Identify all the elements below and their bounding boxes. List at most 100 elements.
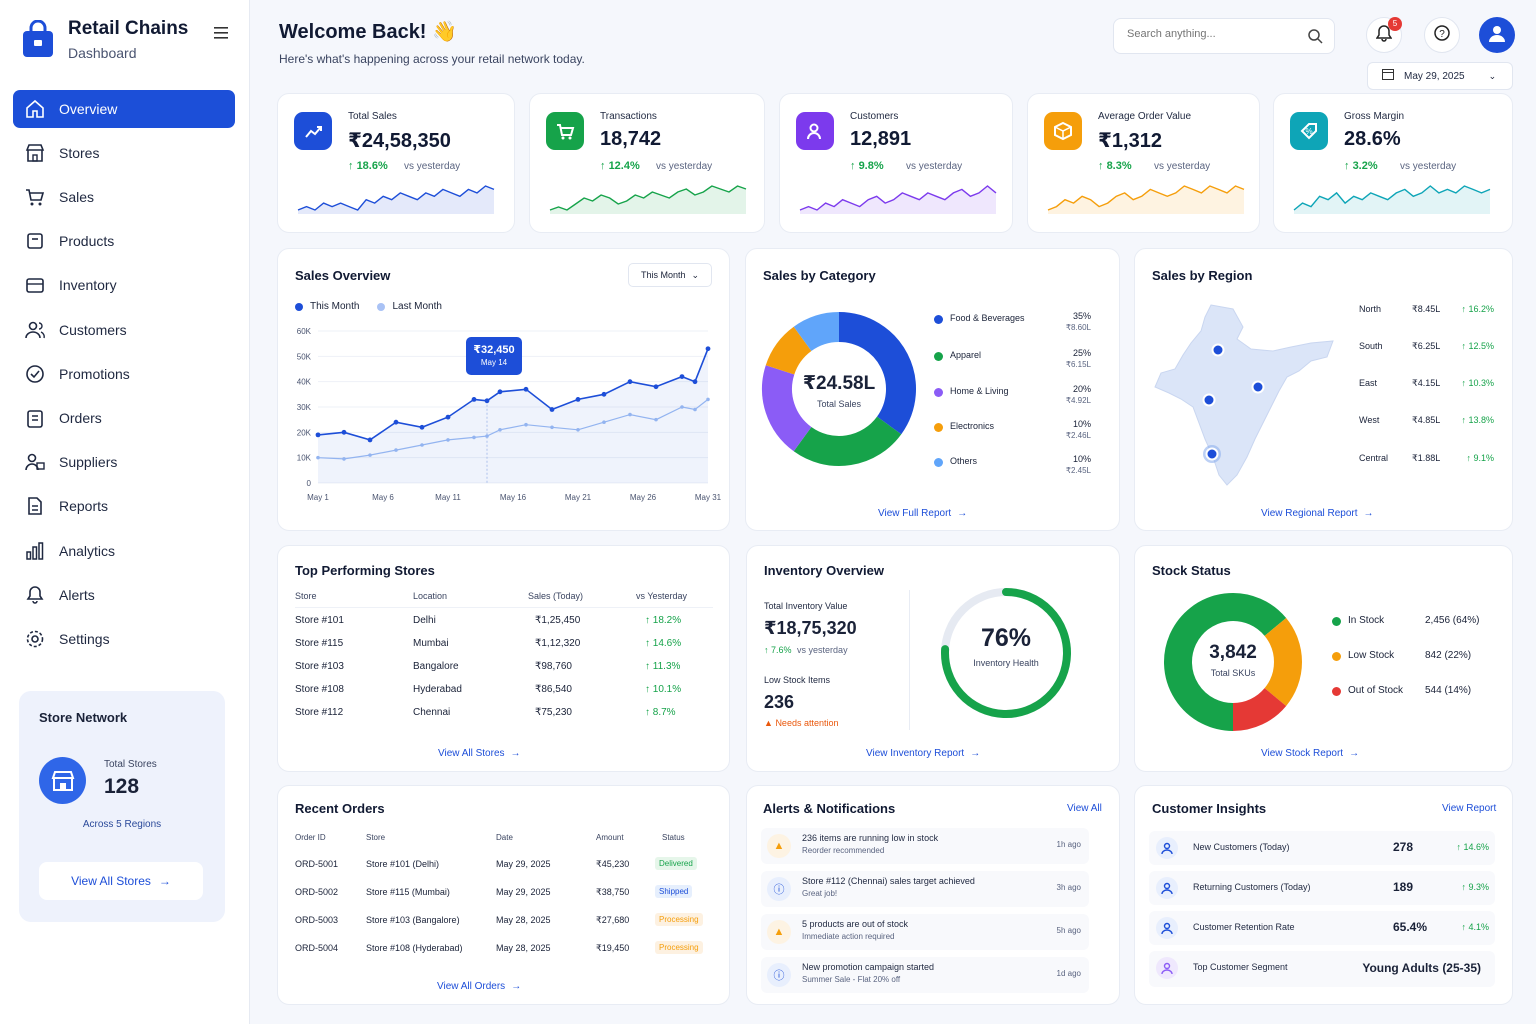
data-point — [485, 434, 489, 438]
kpi-sparkline — [549, 185, 747, 214]
date-value: May 29, 2025 — [1404, 70, 1465, 82]
alert-item[interactable]: ⓘ Store #112 (Chennai) sales target achie… — [761, 871, 1089, 907]
alerts-title: Alerts & Notifications — [763, 801, 896, 816]
view-stock-report-link[interactable]: View Stock Report → — [1261, 748, 1359, 759]
stock-name: Out of Stock — [1348, 685, 1404, 696]
data-point — [627, 379, 633, 385]
alerts-view-all-link[interactable]: View All — [1067, 803, 1102, 814]
menu-icon[interactable] — [214, 26, 230, 40]
column-header: Location — [413, 591, 448, 601]
sidebar-item-inventory[interactable]: Inventory — [13, 266, 235, 304]
notification-button[interactable]: 5 — [1366, 17, 1402, 53]
insights-view-report-link[interactable]: View Report — [1442, 803, 1497, 814]
kpi-value: 28.6% — [1344, 128, 1401, 150]
sidebar-item-customers[interactable]: Customers — [13, 311, 235, 349]
insight-row[interactable]: Top Customer Segment Young Adults (25-35) — [1149, 951, 1495, 987]
data-point — [419, 424, 425, 430]
kpi-vs-label: vs yesterday — [1154, 161, 1211, 172]
region-change-value: 9.1% — [1473, 453, 1494, 463]
data-point — [472, 435, 476, 440]
users-icon — [1156, 877, 1178, 899]
category-pct: 10% — [1072, 454, 1091, 464]
table-row[interactable]: ORD-5003 Store #103 (Bangalore) May 28, 20… — [278, 913, 731, 931]
sidebar-item-suppliers[interactable]: Suppliers — [13, 443, 235, 481]
sidebar-item-products[interactable]: Products — [13, 222, 235, 260]
sidebar-item-reports[interactable]: Reports — [13, 487, 235, 525]
sidebar-item-overview[interactable]: Overview — [13, 90, 235, 128]
store-icon — [39, 757, 86, 804]
table-cell: ₹1,12,320 — [535, 638, 581, 649]
date-picker[interactable]: May 29, 2025 ⌄ — [1367, 62, 1513, 90]
category-name: Food & Beverages — [950, 313, 1025, 323]
kpi-change-value: 9.8% — [858, 160, 884, 172]
table-row[interactable]: Store #112 Chennai ₹75,230 ↑ 8.7% — [278, 707, 731, 723]
data-point — [420, 443, 424, 447]
alert-item[interactable]: ⓘ New promotion campaign started Summer Sa… — [761, 957, 1089, 993]
insight-row[interactable]: Returning Customers (Today) 189 ↑ 9.3% — [1149, 871, 1495, 905]
range-dropdown[interactable]: This Month ⌄ — [628, 263, 712, 287]
data-point — [484, 398, 490, 404]
sidebar-item-label: Promotions — [59, 366, 130, 382]
table-row[interactable]: ORD-5002 Store #115 (Mumbai) May 29, 2025 ₹… — [278, 885, 731, 903]
sidebar-item-label: Products — [59, 233, 115, 249]
view-full-report-link[interactable]: View Full Report → — [878, 508, 967, 519]
insight-label: New Customers (Today) — [1193, 842, 1290, 852]
search-bar[interactable] — [1113, 18, 1335, 54]
category-amount: ₹8.60L — [1065, 323, 1091, 332]
table-cell: ₹75,230 — [535, 707, 572, 718]
sidebar-item-promotions[interactable]: Promotions — [13, 355, 235, 393]
insight-row[interactable]: Customer Retention Rate 65.4% ↑ 4.1% — [1149, 911, 1495, 945]
brand-subtitle: Dashboard — [68, 45, 137, 61]
region-name: South — [1359, 341, 1383, 351]
arrow-up-icon: ↑ — [1461, 378, 1469, 388]
arrow-up-icon: ↑ — [1466, 453, 1474, 463]
arrow-right-icon: → — [970, 748, 981, 759]
view-regional-report-label: View Regional Report — [1261, 508, 1358, 519]
insight-change-value: 4.1% — [1468, 922, 1489, 932]
category-pct: 35% — [1072, 311, 1091, 321]
view-regional-report-link[interactable]: View Regional Report → — [1261, 508, 1374, 519]
recent-orders-card: Recent Orders View All Orders → Order ID S… — [277, 785, 730, 1005]
view-inventory-report-link[interactable]: View Inventory Report → — [866, 748, 980, 759]
avatar[interactable] — [1479, 17, 1515, 53]
search-input[interactable] — [1127, 28, 1297, 40]
sidebar-item-orders[interactable]: Orders — [13, 399, 235, 437]
info-icon: ⓘ — [767, 877, 791, 901]
inventory-value: ₹18,75,320 — [764, 618, 857, 638]
sidebar-item-sales[interactable]: Sales — [13, 178, 235, 216]
sidebar-item-label: Stores — [59, 145, 100, 161]
alert-item[interactable]: ▲ 5 products are out of stock Immediate ac… — [761, 914, 1089, 950]
kpi-value: ₹24,58,350 — [348, 130, 451, 152]
table-cell: ORD-5001 — [295, 859, 339, 869]
table-row[interactable]: ORD-5004 Store #108 (Hyderabad) May 28, 20… — [278, 941, 731, 959]
sidebar-item-stores[interactable]: Stores — [13, 134, 235, 172]
insight-row[interactable]: New Customers (Today) 278 ↑ 14.6% — [1149, 831, 1495, 865]
region-amount: ₹1.88L — [1412, 453, 1441, 463]
data-point — [679, 374, 685, 379]
view-all-stores-link[interactable]: View All Stores → — [438, 748, 521, 759]
donut-slice-apparel — [793, 416, 902, 466]
view-all-orders-link[interactable]: View All Orders → — [437, 981, 521, 992]
sidebar-item-analytics[interactable]: Analytics — [13, 532, 235, 570]
table-row[interactable]: ORD-5001 Store #101 (Delhi) May 29, 2025 ₹4… — [278, 857, 731, 875]
chart-tooltip: ₹32,450 May 14 — [466, 337, 522, 375]
insight-change: ↑ 9.3% — [1461, 882, 1489, 892]
sidebar-item-settings[interactable]: Settings — [13, 620, 235, 658]
table-row[interactable]: Store #101 Delhi ₹1,25,450 ↑ 18.2% — [278, 615, 731, 631]
alert-item[interactable]: ▲ 236 items are running low in stock Reord… — [761, 828, 1089, 864]
x-tick-label: May 21 — [565, 493, 592, 502]
category-name: Electronics — [950, 421, 995, 431]
y-tick-label: 40K — [297, 378, 312, 387]
table-cell: May 29, 2025 — [496, 859, 551, 869]
search-icon[interactable] — [1307, 28, 1323, 49]
table-row[interactable]: Store #108 Hyderabad ₹86,540 ↑ 10.1% — [278, 684, 731, 700]
sidebar-item-label: Analytics — [59, 543, 116, 559]
category-name: Others — [950, 456, 978, 466]
view-all-stores-button[interactable]: View All Stores → — [39, 862, 203, 900]
help-button[interactable]: ? — [1424, 17, 1460, 53]
table-row[interactable]: Store #115 Mumbai ₹1,12,320 ↑ 14.6% — [278, 638, 731, 654]
table-row[interactable]: Store #103 Bangalore ₹98,760 ↑ 11.3% — [278, 661, 731, 677]
sidebar-item-alerts[interactable]: Alerts — [13, 576, 235, 614]
inventory-health-value: 76% — [980, 624, 1032, 652]
category-amount: ₹4.92L — [1065, 396, 1091, 405]
